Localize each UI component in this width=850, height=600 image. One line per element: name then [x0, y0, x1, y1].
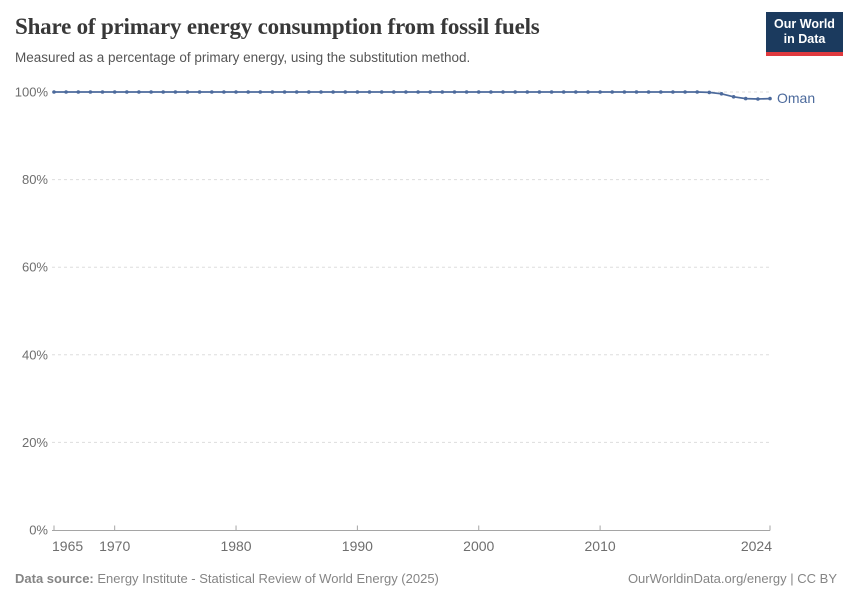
chart-header: Share of primary energy consumption from…	[15, 13, 750, 65]
data-point[interactable]	[561, 90, 566, 94]
x-tick-label: 1980	[220, 538, 251, 554]
data-point[interactable]	[173, 90, 178, 94]
data-point[interactable]	[731, 95, 736, 99]
data-point[interactable]	[695, 90, 699, 94]
data-point[interactable]	[452, 90, 457, 94]
data-point[interactable]	[319, 90, 323, 94]
x-tick-label: 1965	[52, 538, 83, 554]
owid-logo[interactable]: Our World in Data	[766, 12, 843, 56]
chart-subtitle: Measured as a percentage of primary ener…	[15, 49, 471, 65]
data-point[interactable]	[464, 90, 469, 94]
chart-footer: Data source: Energy Institute - Statisti…	[15, 571, 837, 586]
data-point[interactable]	[125, 90, 129, 94]
data-point[interactable]	[210, 90, 214, 94]
data-point[interactable]	[355, 90, 360, 94]
chart-title: Share of primary energy consumption from…	[15, 14, 540, 39]
data-source-label: Data source:	[15, 571, 94, 586]
x-tick-label: 1970	[99, 538, 130, 554]
data-point[interactable]	[258, 90, 263, 94]
owid-logo-line2: in Data	[783, 32, 826, 47]
data-point[interactable]	[574, 90, 578, 94]
data-point[interactable]	[282, 90, 287, 94]
data-point[interactable]	[683, 90, 687, 94]
data-point[interactable]	[513, 90, 517, 94]
data-point[interactable]	[185, 90, 190, 94]
y-tick-label: 60%	[22, 260, 48, 275]
data-point[interactable]	[586, 90, 590, 94]
data-point[interactable]	[646, 90, 651, 94]
series-line-oman[interactable]	[54, 91, 771, 100]
data-point[interactable]	[622, 90, 627, 94]
data-point[interactable]	[707, 90, 712, 95]
y-tick-label: 0%	[29, 523, 48, 538]
data-point[interactable]	[440, 90, 445, 94]
data-point[interactable]	[331, 90, 335, 94]
data-point[interactable]	[149, 90, 153, 94]
data-point[interactable]	[659, 90, 663, 94]
data-point[interactable]	[161, 90, 165, 94]
x-tick-label: 2010	[585, 538, 616, 554]
series-label-oman[interactable]: Oman	[777, 90, 815, 106]
data-point[interactable]	[222, 90, 226, 94]
data-point[interactable]	[549, 90, 554, 94]
data-point[interactable]	[52, 90, 56, 94]
y-tick-label: 40%	[22, 347, 48, 362]
data-point[interactable]	[294, 90, 299, 94]
data-point[interactable]	[270, 90, 275, 94]
data-point[interactable]	[416, 90, 420, 94]
data-point[interactable]	[88, 90, 93, 94]
data-point[interactable]	[392, 90, 396, 94]
data-point[interactable]	[489, 90, 493, 94]
data-point[interactable]	[379, 90, 384, 94]
x-tick-label: 2024	[741, 538, 772, 554]
data-point[interactable]	[537, 90, 542, 94]
data-source-text: Energy Institute - Statistical Review of…	[93, 571, 439, 586]
data-point[interactable]	[197, 90, 202, 94]
data-point[interactable]	[768, 96, 772, 101]
data-point[interactable]	[428, 90, 433, 94]
data-point[interactable]	[598, 90, 602, 94]
data-point[interactable]	[634, 90, 639, 94]
data-point[interactable]	[112, 90, 117, 94]
data-point[interactable]	[234, 90, 238, 94]
data-point[interactable]	[76, 90, 81, 94]
x-tick-label: 1990	[342, 538, 373, 554]
data-point[interactable]	[525, 90, 530, 94]
data-point[interactable]	[246, 90, 250, 94]
y-tick-label: 20%	[22, 435, 48, 450]
data-point[interactable]	[743, 96, 748, 101]
data-point[interactable]	[367, 90, 372, 94]
y-tick-label: 100%	[15, 85, 49, 100]
attribution-link[interactable]: OurWorldinData.org/energy | CC BY	[627, 571, 837, 586]
data-point[interactable]	[610, 90, 614, 94]
data-point[interactable]	[476, 90, 481, 94]
data-point[interactable]	[307, 90, 311, 94]
data-point[interactable]	[404, 90, 408, 94]
data-point[interactable]	[756, 97, 760, 101]
data-point[interactable]	[100, 90, 105, 94]
data-point[interactable]	[137, 90, 141, 94]
data-point[interactable]	[501, 90, 505, 94]
y-tick-label: 80%	[22, 172, 48, 187]
x-tick-label: 2000	[463, 538, 494, 554]
data-point[interactable]	[671, 90, 675, 94]
data-point[interactable]	[719, 92, 724, 96]
data-point[interactable]	[64, 90, 68, 94]
owid-logo-line1: Our World	[774, 17, 835, 31]
data-point[interactable]	[343, 90, 348, 94]
data-source: Data source: Energy Institute - Statisti…	[15, 571, 439, 586]
